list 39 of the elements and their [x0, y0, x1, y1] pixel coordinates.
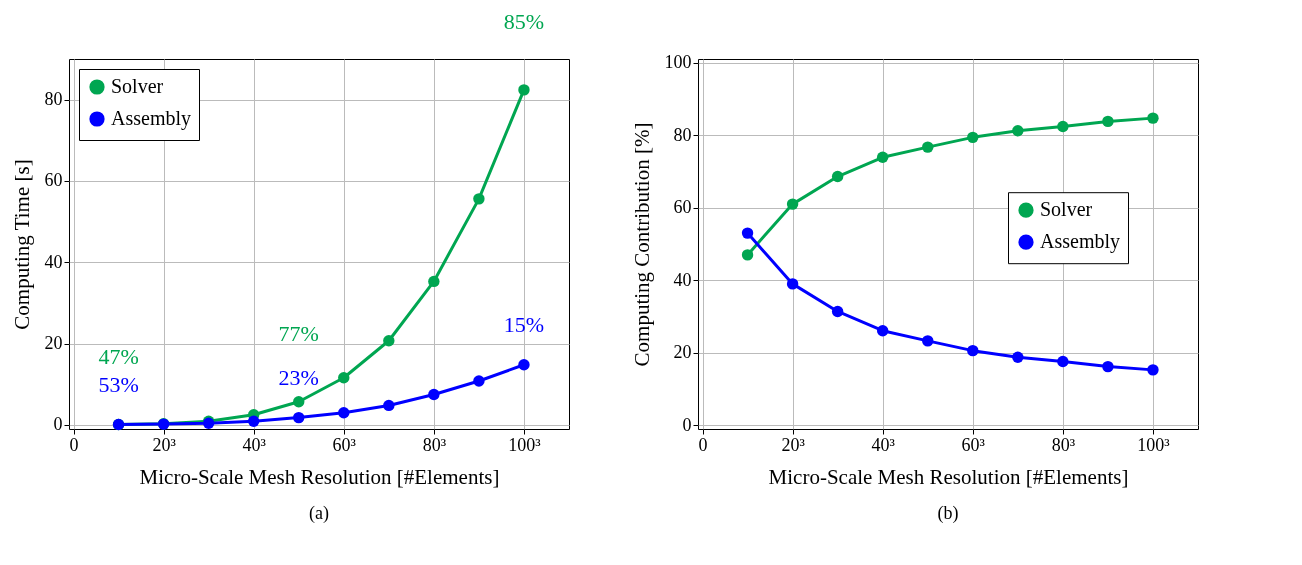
- y-tick-label: 80: [44, 89, 63, 110]
- y-tick-label: 20: [44, 333, 63, 354]
- x-tick-label: 0: [69, 434, 79, 455]
- y-tick-label: 60: [673, 197, 692, 218]
- y-tick-label: 20: [673, 342, 692, 363]
- x-tick-label: 20³: [152, 434, 177, 455]
- x-tick-label: 80³: [422, 434, 447, 455]
- x-tick-label: 0: [698, 434, 708, 455]
- annotation: 53%: [98, 371, 139, 397]
- annotation: 85%: [503, 8, 545, 34]
- text: (b): [937, 503, 959, 524]
- x-tick-label: 40³: [871, 434, 896, 455]
- x-tick-label: 80³: [1051, 434, 1076, 455]
- legend-label: Solver: [111, 75, 164, 97]
- y-tick-label: 60: [44, 170, 63, 191]
- x-axis-title: Micro-Scale Mesh Resolution [#Elements]: [139, 464, 500, 489]
- y-tick-label: 0: [682, 414, 692, 435]
- legend-label: Assembly: [111, 107, 191, 130]
- x-tick-label: 100³: [1137, 434, 1171, 455]
- y-axis-title: Computing Time [s]: [9, 159, 34, 330]
- legend-label: Solver: [1040, 198, 1093, 221]
- y-tick-label: 80: [673, 124, 692, 145]
- x-tick-label: 60³: [332, 434, 357, 455]
- x-axis-title: Micro-Scale Mesh Resolution [#Elements]: [768, 464, 1129, 489]
- x-tick-label: 20³: [781, 434, 806, 455]
- annotation: 15%: [503, 311, 545, 337]
- legend-label: Assembly: [1040, 230, 1120, 254]
- text: (a): [309, 503, 329, 524]
- y-tick-label: 100: [664, 52, 692, 73]
- y-axis-title: Computing Contribution [%]: [629, 122, 654, 367]
- x-tick-label: 60³: [961, 434, 986, 455]
- annotation: 23%: [278, 364, 319, 390]
- y-tick-label: 40: [44, 251, 63, 272]
- y-tick-label: 0: [53, 414, 63, 435]
- x-tick-label: 100³: [508, 434, 542, 455]
- annotation: 77%: [278, 320, 319, 346]
- y-tick-label: 40: [673, 269, 692, 290]
- annotation: 47%: [98, 343, 139, 369]
- x-tick-label: 40³: [242, 434, 267, 455]
